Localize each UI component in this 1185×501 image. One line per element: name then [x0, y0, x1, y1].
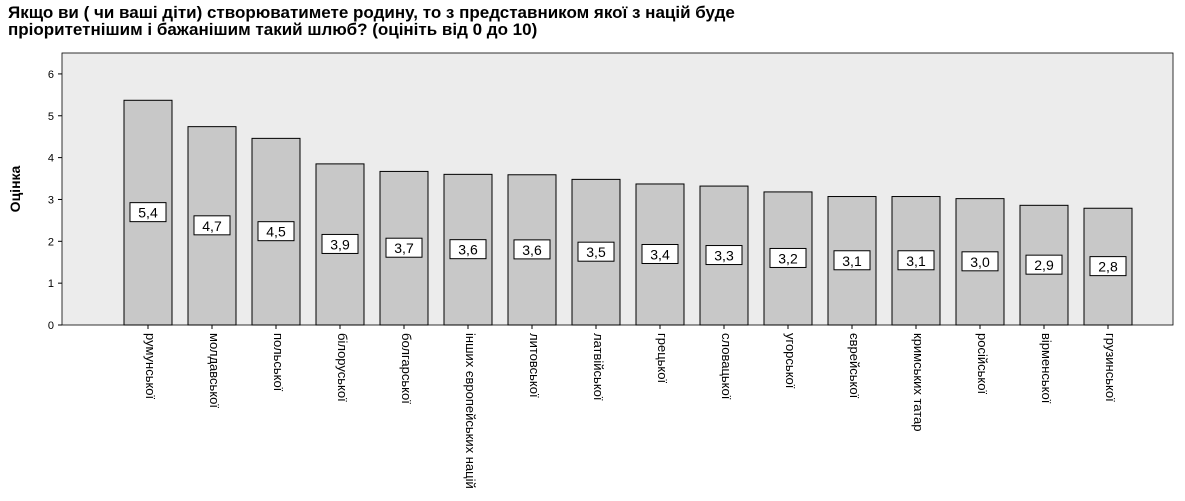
x-tick-label: кримських татар — [911, 333, 926, 431]
data-label-box — [1025, 254, 1063, 275]
data-label-box — [129, 202, 167, 223]
x-tick-label: польської — [271, 333, 286, 392]
y-tick-label: 1 — [48, 278, 54, 290]
data-label: 3,9 — [330, 236, 350, 252]
data-label: 3,3 — [714, 248, 734, 264]
x-tick-label: болгарської — [399, 333, 414, 404]
x-tick-label: угорської — [783, 333, 798, 389]
data-label: 3,6 — [458, 242, 478, 258]
x-tick-label: інших європейських націй — [463, 333, 478, 489]
data-label-box — [833, 250, 871, 271]
y-axis-label: Оцінка — [7, 165, 23, 212]
y-tick-label: 0 — [48, 320, 54, 332]
data-label: 4,5 — [266, 224, 286, 240]
data-label: 3,5 — [586, 244, 606, 260]
y-tick-label: 3 — [48, 194, 54, 206]
data-label: 3,1 — [842, 253, 862, 269]
data-label-box — [193, 215, 231, 236]
chart-title-line-1: Якщо ви ( чи ваші діти) створюватимете р… — [8, 3, 735, 22]
data-label-box — [449, 239, 487, 260]
x-tick-label: грузинської — [1103, 333, 1118, 402]
data-label-box — [577, 241, 615, 262]
x-tick-label: словацької — [719, 333, 734, 400]
data-label-box — [769, 247, 807, 268]
x-tick-label: молдавської — [207, 333, 222, 408]
data-label-box — [257, 221, 295, 242]
data-label: 3,4 — [650, 246, 670, 262]
chart-title-line-2: пріоритетнішим і бажанішим такий шлюб? (… — [8, 20, 538, 39]
data-label: 3,0 — [970, 254, 990, 270]
data-label-box — [321, 233, 359, 254]
x-tick-label: литовської — [527, 333, 542, 398]
data-label-box — [897, 250, 935, 271]
data-label-box — [705, 245, 743, 266]
x-tick-label: румунської — [143, 333, 158, 400]
data-label-box — [1089, 256, 1127, 277]
data-label: 3,2 — [778, 250, 798, 266]
data-label: 5,4 — [138, 205, 158, 221]
data-label: 2,9 — [1034, 257, 1054, 273]
y-tick-label: 6 — [48, 69, 54, 81]
data-label: 4,7 — [202, 218, 222, 234]
y-tick-label: 5 — [48, 111, 54, 123]
data-label-box — [641, 243, 679, 264]
data-label-box — [513, 239, 551, 260]
y-axis: 0 1 2 3 4 5 6 — [48, 69, 62, 332]
chart-title: Якщо ви ( чи ваші діти) створюватимете р… — [8, 4, 1178, 38]
y-tick-label: 4 — [48, 153, 54, 165]
y-tick-label: 2 — [48, 236, 54, 248]
data-label: 3,1 — [906, 253, 926, 269]
data-label: 2,8 — [1098, 259, 1118, 275]
data-label: 3,6 — [522, 242, 542, 258]
x-tick-label: вірменської — [1039, 333, 1054, 404]
x-tick-label: грецької — [655, 333, 670, 383]
x-tick-label: єврейської — [847, 333, 862, 399]
x-tick-label: латвійської — [591, 333, 606, 401]
x-axis-labels: румунської молдавської польської білорусько… — [143, 325, 1118, 489]
data-label-box — [385, 237, 423, 258]
bars-group: 5,4 4,7 4,5 3,9 3,7 3,6 3,6 3,5 3,4 3,3 3,2 3,1 3,1 3… — [123, 99, 1133, 326]
x-tick-label: російської — [975, 333, 990, 394]
data-label: 3,7 — [394, 240, 414, 256]
data-label-box — [961, 251, 999, 272]
x-tick-label: білоруської — [335, 333, 350, 402]
